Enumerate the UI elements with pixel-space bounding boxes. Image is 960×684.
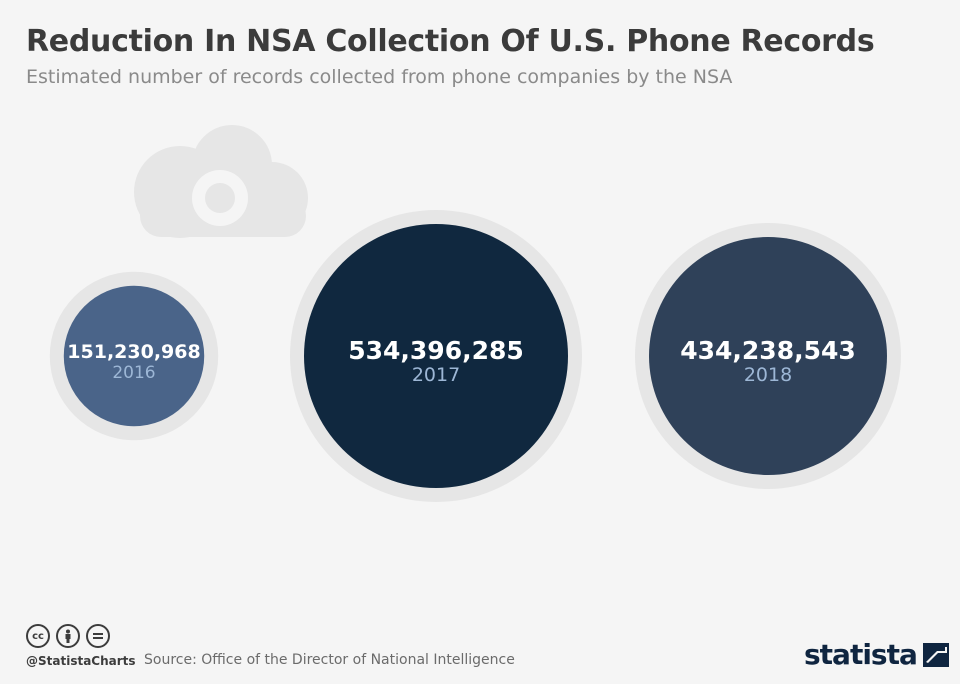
statista-logo-icon <box>922 642 949 667</box>
brand-text: statista <box>804 638 918 671</box>
bubble-year-label: 2017 <box>412 364 460 386</box>
attribution-icon <box>56 624 80 648</box>
bubble-value-label: 534,396,285 <box>348 336 524 365</box>
bubble-year-label: 2018 <box>744 364 792 386</box>
bubble-year-label: 2016 <box>112 363 155 383</box>
statista-handle[interactable]: @StatistaCharts <box>26 654 136 668</box>
cc-icon: cc <box>26 624 50 648</box>
chart-subtitle: Estimated number of records collected fr… <box>26 66 733 88</box>
no-derivatives-icon <box>86 624 110 648</box>
statista-logo[interactable]: statista <box>804 638 949 671</box>
bubble-2018 <box>649 237 887 475</box>
cloud-eye-icon <box>134 125 308 238</box>
chart-title: Reduction In NSA Collection Of U.S. Phon… <box>26 24 875 59</box>
bubble-2016 <box>63 285 205 427</box>
license-icons: cc <box>26 624 110 648</box>
bubble-value-label: 434,238,543 <box>680 336 856 365</box>
bubble-value-label: 151,230,968 <box>67 341 200 363</box>
source-note: Source: Office of the Director of Nation… <box>144 652 515 668</box>
bubble-2017 <box>304 224 568 488</box>
